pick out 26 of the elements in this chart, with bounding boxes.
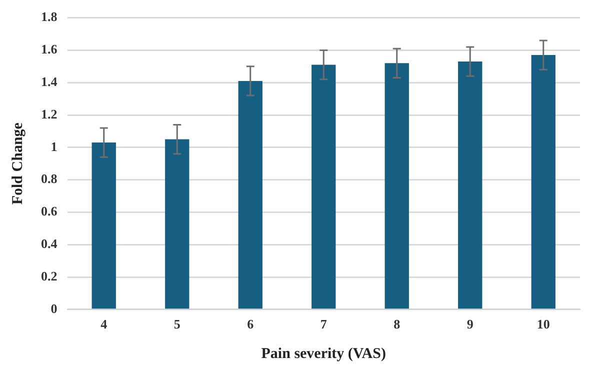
bar xyxy=(92,142,116,309)
y-tick-label: 1.6 xyxy=(41,42,58,57)
y-tick-label: 1.8 xyxy=(41,9,58,24)
x-tick-label: 8 xyxy=(394,316,401,332)
x-tick-label: 7 xyxy=(320,316,328,332)
x-tick-label: 6 xyxy=(247,316,254,332)
y-axis-title: Fold Change xyxy=(10,122,26,205)
bar xyxy=(312,64,336,309)
y-tick-label: 1.4 xyxy=(41,74,58,89)
bar xyxy=(384,63,409,309)
bar xyxy=(238,80,262,309)
x-tick-label: 10 xyxy=(536,316,550,332)
y-tick-label: 1 xyxy=(50,138,58,154)
y-tick-label: 0.2 xyxy=(41,268,58,284)
bar xyxy=(458,62,482,309)
y-tick-label: 0.4 xyxy=(41,236,58,251)
x-tick-label: 4 xyxy=(100,316,108,332)
y-tick-label: 1.2 xyxy=(41,106,58,122)
bar xyxy=(531,55,556,309)
y-tick-label: 0.8 xyxy=(41,171,58,186)
x-axis-title: Pain severity (VAS) xyxy=(261,346,386,362)
bar xyxy=(165,139,190,309)
y-tick-label: 0.6 xyxy=(41,204,58,219)
x-tick-label: 5 xyxy=(174,316,181,332)
x-tick-label: 9 xyxy=(466,316,474,332)
y-tick-label: 0 xyxy=(50,300,58,316)
